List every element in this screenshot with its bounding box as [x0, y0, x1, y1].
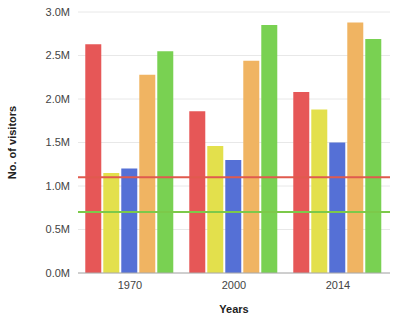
svg-text:1.5M: 1.5M: [46, 136, 70, 148]
svg-text:2000: 2000: [222, 279, 246, 291]
svg-text:3.0M: 3.0M: [46, 6, 70, 18]
svg-text:0.0M: 0.0M: [46, 267, 70, 279]
svg-text:1.0M: 1.0M: [46, 180, 70, 192]
svg-text:2014: 2014: [326, 279, 350, 291]
svg-text:2.0M: 2.0M: [46, 93, 70, 105]
svg-text:0.5M: 0.5M: [46, 223, 70, 235]
svg-text:Years: Years: [219, 303, 248, 315]
svg-text:No. of visitors: No. of visitors: [8, 106, 18, 179]
svg-text:2.5M: 2.5M: [46, 49, 70, 61]
svg-text:1970: 1970: [118, 279, 142, 291]
